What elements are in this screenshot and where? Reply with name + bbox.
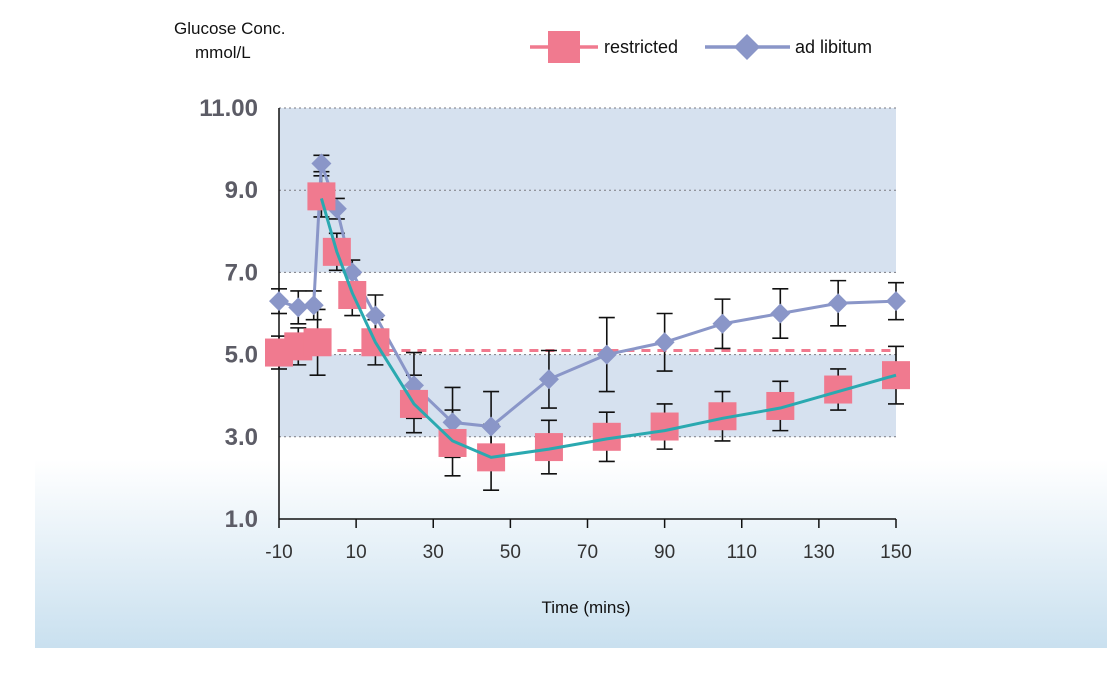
x-tick-label: -10 (265, 542, 292, 563)
ad-libitum-point (770, 303, 791, 324)
ad-libitum-point (365, 305, 386, 326)
ad-libitum-point (538, 369, 559, 390)
legend-item-restricted: restricted (530, 31, 678, 63)
band-2 (279, 108, 896, 191)
chart-bands (279, 108, 896, 437)
x-tick-label: 150 (880, 542, 912, 563)
y-axis-label-line2: mmol/L (195, 43, 251, 62)
ad-libitum-point (303, 295, 324, 316)
x-tick-label: 90 (654, 542, 675, 563)
axes: 1.0 3.0 5.0 7.0 9.0 11.00 -10 10 30 50 70 90 110 130 1… (199, 95, 912, 563)
series-layer (265, 153, 910, 492)
legend-label-restricted: restricted (604, 37, 678, 57)
x-tick-label: 50 (500, 542, 521, 563)
legend: restricted ad libitum (530, 31, 872, 63)
restricted-point (307, 182, 336, 211)
ad-libitum-point (442, 412, 463, 433)
legend-label-ad-libitum: ad libitum (795, 37, 872, 57)
y-axis-label-line1: Glucose Conc. (174, 19, 286, 38)
ad-libitum-point (481, 416, 502, 437)
ad-libitum-point (269, 291, 289, 312)
legend-item-ad-libitum: ad libitum (705, 34, 872, 60)
y-tick-label: 7.0 (225, 259, 258, 286)
y-tick-label: 1.0 (225, 506, 258, 533)
y-tick-label: 5.0 (225, 342, 258, 369)
y-tick-label: 3.0 (225, 424, 258, 451)
x-axis-label: Time (mins) (541, 598, 630, 617)
restricted-fit-line (319, 198, 897, 459)
x-tick-label: 70 (577, 542, 598, 563)
y-tick-label: 11.00 (199, 95, 258, 122)
x-tick-label: 30 (423, 542, 444, 563)
legend-marker-restricted (548, 31, 580, 63)
x-tick-label: 110 (727, 542, 757, 563)
ad-libitum-point (886, 291, 906, 312)
ad-libitum-point (828, 293, 849, 314)
x-tick-label: 130 (803, 542, 835, 563)
ad-libitum-point (288, 297, 309, 318)
restricted-point (303, 328, 332, 357)
restricted-point (650, 412, 679, 441)
ad-libitum-point (596, 344, 617, 365)
ad-libitum-point (311, 153, 332, 174)
ad-libitum-point (712, 313, 733, 334)
band-0 (279, 354, 896, 437)
band-1 (279, 190, 896, 273)
x-tick-label: 10 (346, 542, 367, 563)
ad-libitum-point (654, 332, 675, 353)
y-tick-label: 9.0 (225, 177, 258, 204)
legend-marker-ad-libitum (734, 34, 760, 60)
